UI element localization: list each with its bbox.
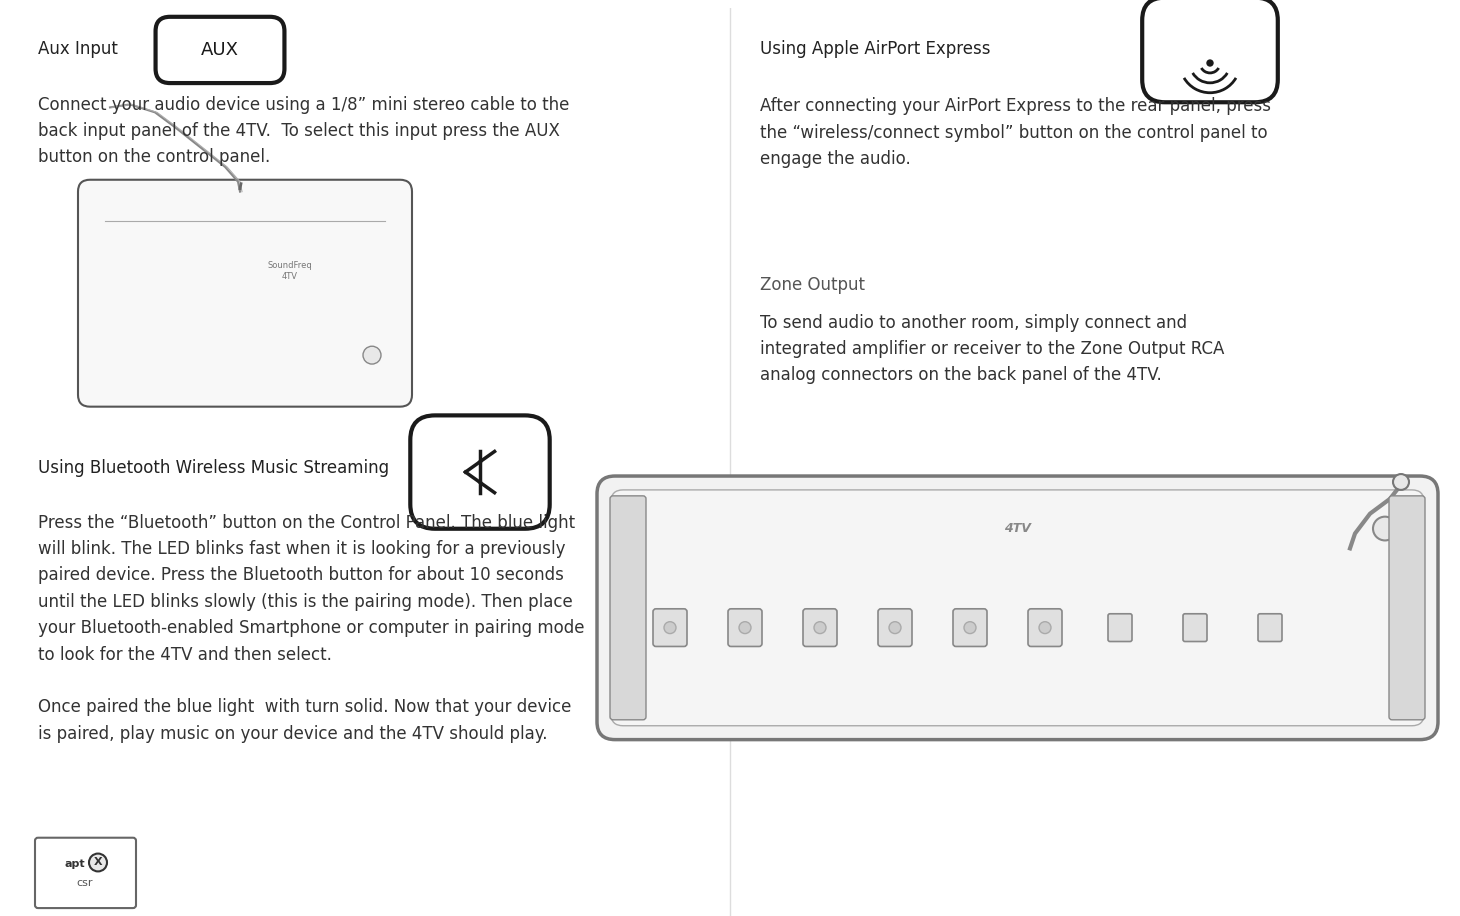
FancyBboxPatch shape: [1388, 496, 1425, 720]
FancyBboxPatch shape: [1142, 0, 1278, 103]
Text: Using Bluetooth Wireless Music Streaming: Using Bluetooth Wireless Music Streaming: [38, 459, 390, 477]
Circle shape: [89, 854, 107, 871]
Text: Press the “Bluetooth” button on the Control Panel. The blue light
will blink. Th: Press the “Bluetooth” button on the Cont…: [38, 514, 584, 743]
FancyBboxPatch shape: [610, 490, 1424, 725]
FancyBboxPatch shape: [1183, 614, 1207, 641]
Text: SoundFreq
4TV: SoundFreq 4TV: [267, 261, 312, 280]
Circle shape: [1207, 60, 1213, 66]
Text: csr: csr: [77, 878, 93, 889]
FancyBboxPatch shape: [877, 609, 912, 647]
Circle shape: [1393, 474, 1409, 490]
FancyBboxPatch shape: [410, 415, 550, 529]
FancyBboxPatch shape: [653, 609, 688, 647]
FancyBboxPatch shape: [729, 609, 762, 647]
Circle shape: [1040, 622, 1051, 634]
Text: X: X: [93, 857, 102, 867]
Text: Connect your audio device using a 1/8” mini stereo cable to the
back input panel: Connect your audio device using a 1/8” m…: [38, 95, 569, 167]
Circle shape: [889, 622, 901, 634]
Circle shape: [739, 622, 750, 634]
Circle shape: [964, 622, 975, 634]
Text: Using Apple AirPort Express: Using Apple AirPort Express: [761, 40, 990, 58]
FancyBboxPatch shape: [610, 496, 645, 720]
Text: 4TV: 4TV: [1004, 522, 1031, 535]
Circle shape: [364, 346, 381, 364]
Text: After connecting your AirPort Express to the rear panel, press
the “wireless/con: After connecting your AirPort Express to…: [761, 97, 1272, 169]
FancyBboxPatch shape: [803, 609, 837, 647]
FancyBboxPatch shape: [77, 180, 412, 407]
Circle shape: [815, 622, 826, 634]
FancyBboxPatch shape: [156, 16, 285, 83]
FancyBboxPatch shape: [1028, 609, 1061, 647]
Text: Zone Output: Zone Output: [761, 276, 864, 294]
Text: Aux Input: Aux Input: [38, 40, 118, 58]
FancyBboxPatch shape: [35, 838, 136, 908]
Text: To send audio to another room, simply connect and
integrated amplifier or receiv: To send audio to another room, simply co…: [761, 313, 1225, 385]
Text: AUX: AUX: [201, 41, 239, 59]
Circle shape: [664, 622, 676, 634]
FancyBboxPatch shape: [597, 476, 1438, 739]
FancyBboxPatch shape: [1259, 614, 1282, 641]
Circle shape: [1372, 517, 1397, 540]
Text: apt: apt: [64, 858, 85, 868]
FancyBboxPatch shape: [1108, 614, 1132, 641]
FancyBboxPatch shape: [953, 609, 987, 647]
